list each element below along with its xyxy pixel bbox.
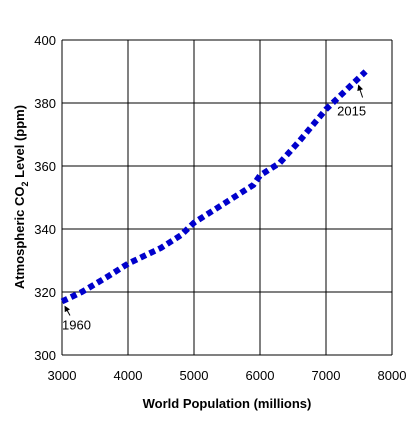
y-tick-label: 320 (34, 285, 56, 300)
y-tick-label: 380 (34, 96, 56, 111)
y-title-part: Atmospheric CO (12, 187, 27, 290)
y-tick-label: 360 (34, 159, 56, 174)
x-tick-label: 3000 (48, 368, 77, 383)
x-tick-label: 7000 (312, 368, 341, 383)
annotation-arrow (357, 84, 364, 98)
annotation: 1960 (62, 317, 91, 332)
y-axis-title: Atmospheric CO2 Level (ppm) (12, 105, 30, 289)
x-axis-title: World Population (millions) (143, 396, 312, 411)
y-title-part: Level (ppm) (12, 105, 27, 182)
y-tick-label: 300 (34, 348, 56, 363)
annotation: 2015 (337, 104, 366, 119)
x-tick-label: 4000 (114, 368, 143, 383)
annotation-arrow (64, 305, 71, 316)
y-title-subscript: 2 (20, 181, 30, 186)
y-tick-label: 340 (34, 222, 56, 237)
x-tick-label: 6000 (246, 368, 275, 383)
x-tick-label: 5000 (180, 368, 209, 383)
data-line (60, 69, 368, 305)
y-tick-label: 400 (34, 33, 56, 48)
x-tick-label: 8000 (378, 368, 407, 383)
